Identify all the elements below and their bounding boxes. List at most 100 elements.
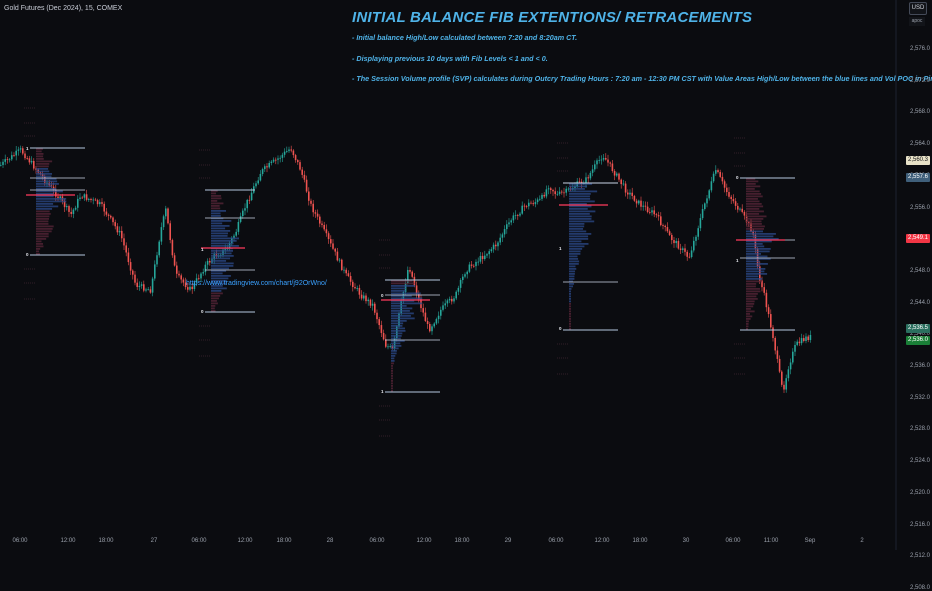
candle-body [118,230,121,233]
candle-body [481,255,484,260]
candle-body [297,160,299,163]
candle-body [272,159,275,162]
volume-profile-bar [746,273,768,275]
volume-profile-bar [211,212,221,215]
volume-profile-bar [746,218,764,220]
time-tick: Sep [804,538,816,544]
candle-body [360,294,363,299]
candle-body [250,192,253,201]
candle-body [486,254,488,256]
candle-body [308,191,310,201]
price-tick: 2,568.0 [910,109,931,116]
volume-profile-bar [391,325,403,327]
candle-body [521,205,523,214]
volume-profile-bar [211,287,227,290]
volume-profile-bar [569,293,571,295]
candle-body [305,179,308,192]
candle-body [255,183,257,187]
volume-profile-bar [391,337,401,340]
candle-body [11,155,13,160]
time-tick: 18:00 [276,538,292,544]
volume-profile-bar [569,198,591,200]
candle-body [796,341,798,345]
candle-body [719,172,721,177]
candle-body [169,223,171,241]
price-chart[interactable] [0,0,900,550]
volume-profile-bar [211,230,231,232]
candle-body [699,218,702,229]
candle-body [737,205,739,210]
scale-mode-button[interactable]: apoc [909,17,925,26]
candle-body [160,227,163,242]
volume-profile-bar [36,233,49,235]
volume-profile-bar [211,285,223,287]
volume-profile-bar [36,253,40,255]
volume-profile-bar [746,325,749,328]
volume-profile-bar [569,195,590,198]
volume-profile-bar [211,310,216,312]
volume-profile-bar [746,260,760,263]
candle-body [492,244,495,250]
volume-profile-bar [391,365,393,367]
volume-profile-bar [391,305,407,307]
candle-body [92,199,94,201]
chart-area[interactable] [0,0,932,550]
volume-profile-bar [569,238,589,240]
fib-endpoint-label: 0 [736,175,739,180]
candle-body [244,208,246,211]
volume-profile-bar [211,270,227,272]
volume-profile-bar [746,193,762,195]
volume-profile-bar [36,235,49,238]
candle-body [41,174,44,177]
candle-body [323,224,325,230]
volume-profile-bar [569,250,581,253]
candle-body [266,166,268,168]
candle-body [715,170,717,174]
volume-profile-bar [211,237,240,240]
volume-profile-bar [211,215,221,217]
volume-profile-bar [746,255,768,258]
chart-url-link[interactable]: https://www.tradingview.com/chart/j92OrW… [186,280,327,287]
candle-body [602,158,605,160]
volume-profile-bar [211,222,223,225]
candle-body [224,249,226,251]
volume-profile-bar [746,188,755,190]
time-tick: 27 [150,538,158,544]
volume-profile-bar [569,305,571,308]
price-tick: 2,544.0 [910,299,931,306]
volume-profile-bar [391,290,406,292]
currency-button[interactable]: USD [909,2,927,15]
candle-body [508,222,510,225]
volume-profile-bar [569,228,584,230]
volume-profile-bar [746,253,762,255]
candle-body [629,192,631,195]
volume-profile-bar [746,185,761,188]
volume-profile-bar [391,315,411,317]
candle-body [8,159,11,161]
candle-body [655,214,658,216]
volume-profile-bar [211,262,234,265]
volume-profile-bar [211,250,233,252]
candle-body [77,198,79,208]
volume-profile-bar [569,303,571,305]
volume-profile-bar [211,305,216,307]
candle-body [488,251,490,255]
candle-body [391,346,394,349]
volume-profile-bar [746,215,767,218]
volume-profile-bar [391,282,415,285]
volume-profile-bar [391,330,406,332]
volume-profile-bar [391,385,393,387]
volume-profile-bar [569,213,590,215]
candle-body [94,199,97,201]
candle-body [631,192,633,196]
candle-body [442,305,444,310]
candle-body [125,245,127,253]
volume-profile-bar [36,190,63,193]
candle-body [706,198,708,204]
volume-profile-bar [36,213,51,215]
volume-profile-bar [569,280,573,283]
candle-body [633,195,636,201]
candle-body [627,192,629,195]
volume-profile-bar [211,235,228,237]
volume-profile-bar [746,328,748,330]
